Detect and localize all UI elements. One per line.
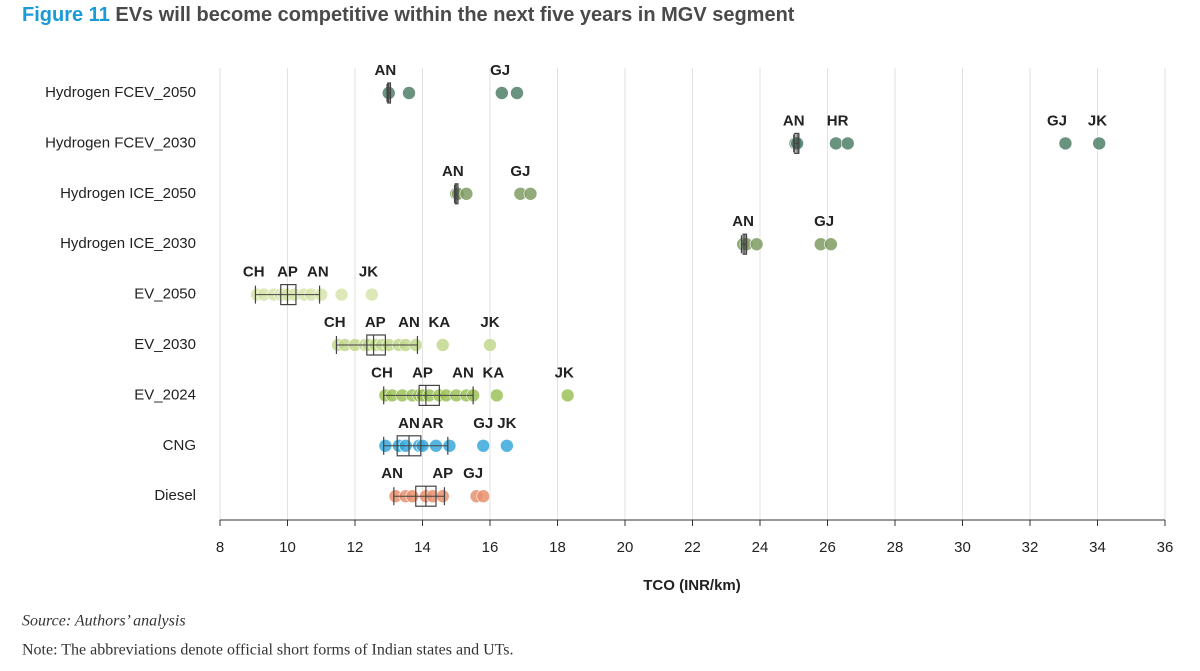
y-tick-label: Hydrogen ICE_2050 bbox=[60, 185, 196, 202]
dot bbox=[510, 86, 524, 100]
point-label: AN bbox=[381, 465, 403, 482]
point-label: AP bbox=[277, 264, 298, 281]
point-label: CH bbox=[324, 314, 346, 331]
x-tick-label: 12 bbox=[347, 539, 364, 556]
dot bbox=[1092, 136, 1106, 151]
dot bbox=[824, 237, 838, 251]
x-tick-label: 8 bbox=[216, 539, 224, 556]
point-label: GJ bbox=[473, 415, 493, 432]
title-text: EVs will become competitive within the n… bbox=[115, 4, 794, 26]
point-label: CH bbox=[371, 364, 393, 381]
y-tick-label: EV_2030 bbox=[134, 336, 196, 353]
point-label: GJ bbox=[814, 213, 834, 230]
y-tick-label: Hydrogen ICE_2030 bbox=[60, 235, 196, 252]
point-label: JK bbox=[359, 264, 378, 281]
dot bbox=[476, 438, 491, 453]
x-tick-label: 28 bbox=[887, 539, 904, 556]
point-label: GJ bbox=[1047, 112, 1067, 129]
point-label: AR bbox=[422, 415, 444, 432]
y-tick-label: Diesel bbox=[154, 487, 196, 504]
point-label: CH bbox=[243, 264, 265, 281]
x-tick-label: 14 bbox=[414, 539, 431, 556]
source: Source: Authors’ analysis bbox=[22, 613, 186, 630]
x-tick-label: 22 bbox=[684, 539, 701, 556]
y-tick-label: CNG bbox=[163, 437, 196, 454]
dot bbox=[489, 388, 504, 403]
x-axis-label: TCO (INR/km) bbox=[643, 577, 741, 594]
dot bbox=[1058, 136, 1073, 151]
dot bbox=[365, 287, 379, 302]
y-tick-label: Hydrogen FCEV_2050 bbox=[45, 84, 196, 101]
dot bbox=[523, 187, 538, 201]
point-label: AN bbox=[375, 62, 397, 79]
point-label: HR bbox=[827, 112, 849, 129]
point-label: JK bbox=[555, 364, 574, 381]
dot bbox=[483, 338, 497, 352]
x-tick-label: 20 bbox=[617, 539, 634, 556]
point-label: AN bbox=[732, 213, 754, 230]
point-label: AP bbox=[365, 314, 386, 331]
dot bbox=[459, 187, 474, 201]
dot bbox=[402, 86, 416, 100]
dot bbox=[840, 136, 855, 151]
dot bbox=[334, 287, 349, 302]
dot bbox=[476, 489, 491, 504]
x-tick-label: 24 bbox=[752, 539, 769, 556]
point-label: AN bbox=[783, 112, 805, 129]
point-label: KA bbox=[483, 364, 505, 381]
x-tick-label: 30 bbox=[954, 539, 971, 556]
point-label: GJ bbox=[463, 465, 483, 482]
point-label: KA bbox=[429, 314, 451, 331]
point-label: AN bbox=[452, 364, 474, 381]
note: Note: The abbreviations denote official … bbox=[22, 642, 514, 659]
dot bbox=[829, 136, 843, 151]
y-tick-label: EV_2024 bbox=[134, 386, 196, 403]
point-label: AN bbox=[398, 314, 420, 331]
point-label: AN bbox=[398, 415, 420, 432]
chart-title: Figure 11 EVs will become competitive wi… bbox=[22, 4, 795, 26]
point-label: JK bbox=[1088, 112, 1107, 129]
dot bbox=[749, 237, 764, 251]
point-label: AN bbox=[307, 264, 329, 281]
y-tick-label: EV_2050 bbox=[134, 286, 196, 303]
x-tick-label: 32 bbox=[1022, 539, 1039, 556]
point-label: GJ bbox=[510, 163, 530, 180]
box bbox=[418, 384, 440, 406]
point-label: JK bbox=[480, 314, 499, 331]
box bbox=[366, 334, 386, 356]
box bbox=[280, 284, 297, 306]
x-tick-label: 34 bbox=[1089, 539, 1106, 556]
x-tick-label: 16 bbox=[482, 539, 499, 556]
dot bbox=[495, 86, 509, 100]
x-tick-label: 26 bbox=[819, 539, 836, 556]
y-tick-label: Hydrogen FCEV_2030 bbox=[45, 134, 196, 151]
dot bbox=[560, 388, 575, 403]
figure-number: Figure 11 bbox=[22, 4, 110, 26]
dot bbox=[435, 338, 450, 352]
point-label: JK bbox=[497, 415, 516, 432]
x-tick-label: 18 bbox=[549, 539, 566, 556]
point-label: AP bbox=[412, 364, 433, 381]
x-tick-label: 10 bbox=[279, 539, 296, 556]
point-label: AN bbox=[442, 163, 464, 180]
point-label: AP bbox=[432, 465, 453, 482]
dot bbox=[500, 438, 514, 453]
point-label: GJ bbox=[490, 62, 510, 79]
x-tick-label: 36 bbox=[1157, 539, 1174, 556]
